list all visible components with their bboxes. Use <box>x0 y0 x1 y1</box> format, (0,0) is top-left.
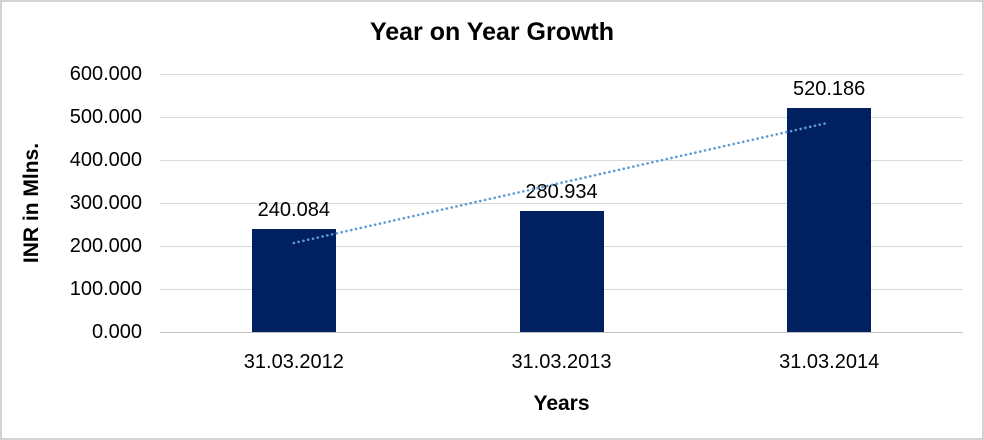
x-category-label: 31.03.2014 <box>779 351 880 373</box>
y-tick-label: 0.000 <box>91 321 142 343</box>
x-category-label: 31.03.2013 <box>511 351 612 373</box>
y-tick-label: 300.000 <box>69 192 142 214</box>
bar <box>251 228 336 332</box>
bar-data-label: 240.084 <box>257 198 330 221</box>
bar <box>787 108 872 332</box>
y-tick-label: 500.000 <box>69 106 142 128</box>
x-category-label: 31.03.2012 <box>243 351 344 373</box>
bar-data-label: 280.934 <box>525 181 598 204</box>
gridline <box>160 73 963 75</box>
bar <box>519 211 604 332</box>
chart-title: Year on Year Growth <box>369 18 615 46</box>
x-axis-title: Years <box>533 392 590 415</box>
y-tick-label: 200.000 <box>69 235 142 257</box>
gridline <box>160 331 963 333</box>
gridline <box>160 116 963 118</box>
y-tick-label: 400.000 <box>69 149 142 171</box>
bar-data-label: 520.186 <box>793 78 866 101</box>
y-tick-label: 600.000 <box>69 63 142 85</box>
y-tick-label: 100.000 <box>69 278 142 300</box>
